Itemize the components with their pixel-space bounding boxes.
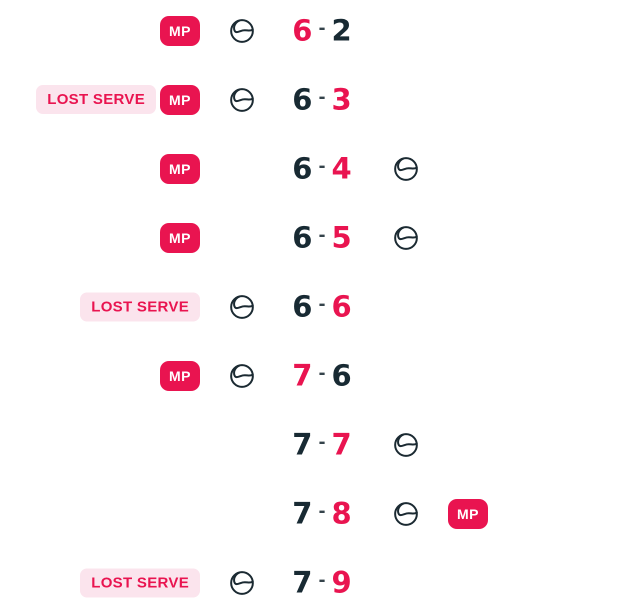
- tennis-ball-icon: [230, 18, 254, 43]
- score-away: 5: [331, 220, 352, 255]
- score-away: 8: [331, 496, 352, 531]
- score: 6 - 6: [255, 292, 389, 321]
- score: 6 - 4: [255, 154, 389, 183]
- match-point-badge: MP: [160, 153, 200, 184]
- tennis-ball-icon: [394, 502, 418, 527]
- score: 6 - 3: [255, 85, 389, 114]
- tennis-ball-icon: [394, 156, 418, 181]
- left-badge-group: LOST SERVE: [80, 568, 200, 598]
- score-away: 4: [331, 151, 352, 186]
- score-progression-row: 7 - 7: [0, 411, 640, 480]
- score-home: 6: [292, 289, 313, 324]
- score-separator: -: [318, 87, 326, 108]
- tennis-ball-icon: [394, 433, 418, 457]
- score-progression-row: MP 6 - 5: [0, 203, 640, 272]
- score-home: 6: [292, 13, 313, 48]
- tennis-ball-icon: [230, 295, 254, 319]
- score: 6 - 5: [255, 223, 389, 252]
- lost-serve-badge: LOST SERVE: [80, 292, 200, 322]
- score: 7 - 7: [255, 427, 389, 462]
- match-point-badge: MP: [160, 15, 200, 46]
- tennis-ball-icon: [230, 571, 254, 596]
- score-away: 6: [331, 358, 352, 393]
- score-separator: -: [318, 363, 326, 384]
- score-progression-row: MP 7 - 6: [0, 341, 640, 410]
- score-home: 7: [292, 358, 313, 393]
- score-home: 7: [292, 565, 313, 600]
- score: 6 - 2: [255, 16, 389, 45]
- score-home: 6: [292, 220, 313, 255]
- score-separator: -: [318, 18, 326, 39]
- left-badge-group: LOST SERVE: [80, 292, 200, 322]
- score-progression-row: MP 6 - 2: [0, 0, 640, 65]
- serve-ball-slot-right: [392, 431, 420, 459]
- left-badge-group: MP: [160, 153, 200, 184]
- score-away: 2: [331, 13, 352, 48]
- score-separator: -: [318, 156, 326, 177]
- match-point-badge: MP: [160, 222, 200, 253]
- serve-ball-slot-left: [228, 86, 256, 114]
- match-point-badge: MP: [448, 499, 488, 530]
- serve-ball-slot-right: [392, 500, 420, 528]
- lost-serve-badge: LOST SERVE: [36, 85, 156, 115]
- score: 7 - 8: [255, 496, 389, 531]
- left-badge-group: MP: [160, 222, 200, 253]
- score-separator: -: [318, 570, 326, 591]
- score-progression-row: MP 6 - 4: [0, 134, 640, 203]
- serve-ball-slot-left: [228, 569, 256, 597]
- score-away: 9: [331, 565, 352, 600]
- serve-ball-slot-right: [392, 155, 420, 183]
- score: 7 - 9: [255, 565, 389, 600]
- serve-ball-slot-left: [228, 293, 256, 321]
- right-badge-group: MP: [448, 499, 488, 530]
- left-badge-group: MP: [160, 15, 200, 46]
- match-point-badge: MP: [160, 84, 200, 115]
- left-badge-group: MP: [160, 361, 200, 392]
- score-separator: -: [318, 501, 326, 522]
- left-badge-group: LOST SERVE MP: [36, 84, 200, 115]
- score-progression-row: 7 - 8 MP: [0, 480, 640, 549]
- tennis-ball-icon: [230, 87, 254, 112]
- score-home: 6: [292, 82, 313, 117]
- score-away: 3: [331, 82, 352, 117]
- serve-ball-slot-left: [228, 362, 256, 390]
- tennis-ball-icon: [394, 225, 418, 250]
- score-separator: -: [318, 294, 326, 315]
- score-progression-row: LOST SERVE 6 - 6: [0, 272, 640, 341]
- tennis-ball-icon: [230, 364, 254, 388]
- score-away: 7: [331, 427, 352, 462]
- score-away: 6: [331, 289, 352, 324]
- score-progression-row: LOST SERVE MP 6 - 3: [0, 65, 640, 134]
- score: 7 - 6: [255, 358, 389, 393]
- lost-serve-badge: LOST SERVE: [80, 568, 200, 598]
- serve-ball-slot-left: [228, 17, 256, 45]
- score-separator: -: [318, 225, 326, 246]
- score-home: 7: [292, 496, 313, 531]
- match-point-badge: MP: [160, 361, 200, 392]
- score-separator: -: [318, 432, 326, 453]
- score-progression-row: LOST SERVE 7 - 9: [0, 549, 640, 610]
- serve-ball-slot-right: [392, 224, 420, 252]
- score-home: 6: [292, 151, 313, 186]
- score-home: 7: [292, 427, 313, 462]
